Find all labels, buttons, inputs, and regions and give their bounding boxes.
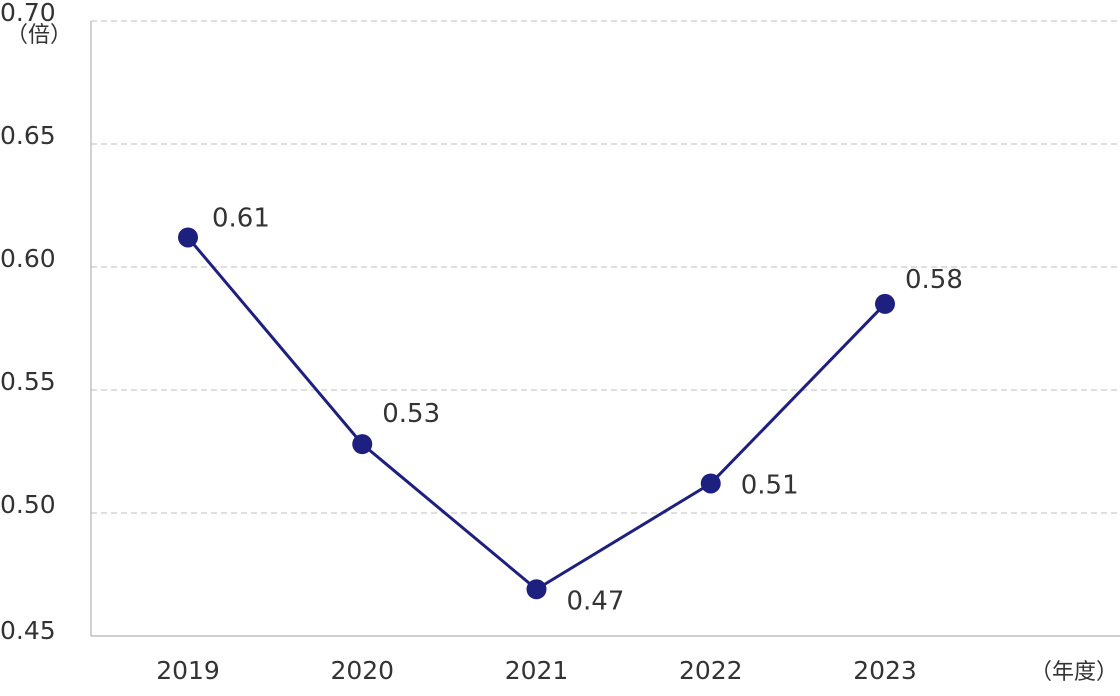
y-tick-label: 0.70 bbox=[0, 0, 56, 27]
x-axis-unit-label: （年度） bbox=[1030, 660, 1118, 685]
x-tick-label: 2019 bbox=[156, 656, 220, 685]
series-line bbox=[186, 236, 887, 591]
data-label: 0.58 bbox=[905, 265, 963, 295]
data-label: 0.47 bbox=[567, 586, 625, 616]
data-label: 0.61 bbox=[212, 203, 270, 233]
y-axis-unit-label: （倍） bbox=[6, 23, 72, 48]
gridlines bbox=[91, 20, 1120, 514]
y-tick-label: 0.65 bbox=[0, 121, 56, 150]
y-tick-label: 0.55 bbox=[0, 367, 56, 396]
x-tick-label: 2023 bbox=[853, 656, 917, 685]
y-axis-ticks: 0.45 0.50 0.55 0.60 0.65 0.70 bbox=[0, 0, 56, 645]
data-point bbox=[700, 473, 721, 494]
y-tick-label: 0.45 bbox=[0, 616, 56, 645]
x-tick-label: 2020 bbox=[330, 656, 394, 685]
x-tick-label: 2021 bbox=[505, 656, 569, 685]
y-tick-label: 0.50 bbox=[0, 490, 56, 519]
data-label: 0.53 bbox=[382, 399, 440, 429]
data-point bbox=[178, 227, 198, 248]
x-tick-label: 2022 bbox=[679, 656, 743, 685]
series-ratio: 0.61 0.53 0.47 0.51 0.58 bbox=[178, 203, 963, 616]
x-axis-ticks: 2019 2020 2021 2022 2023 bbox=[156, 656, 917, 685]
data-label: 0.51 bbox=[741, 470, 799, 500]
y-tick-label: 0.60 bbox=[0, 244, 56, 273]
data-point bbox=[352, 434, 373, 455]
data-point bbox=[526, 579, 547, 600]
data-point bbox=[875, 293, 895, 314]
